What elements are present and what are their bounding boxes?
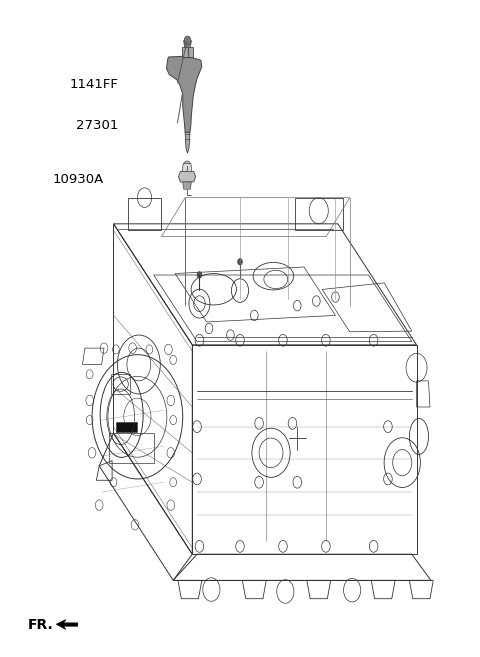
Polygon shape — [183, 182, 192, 189]
Circle shape — [184, 36, 191, 45]
Text: 10930A: 10930A — [53, 173, 104, 186]
Polygon shape — [56, 620, 78, 629]
Polygon shape — [184, 41, 192, 47]
Polygon shape — [116, 422, 137, 432]
Polygon shape — [167, 57, 202, 132]
Text: 27301: 27301 — [76, 119, 118, 132]
Polygon shape — [182, 164, 192, 171]
Polygon shape — [182, 47, 193, 57]
Circle shape — [197, 271, 202, 278]
Polygon shape — [179, 171, 196, 182]
Polygon shape — [185, 132, 190, 153]
Circle shape — [238, 258, 242, 265]
Circle shape — [183, 161, 191, 171]
Text: FR.: FR. — [28, 618, 53, 632]
Text: 1141FF: 1141FF — [70, 78, 118, 91]
